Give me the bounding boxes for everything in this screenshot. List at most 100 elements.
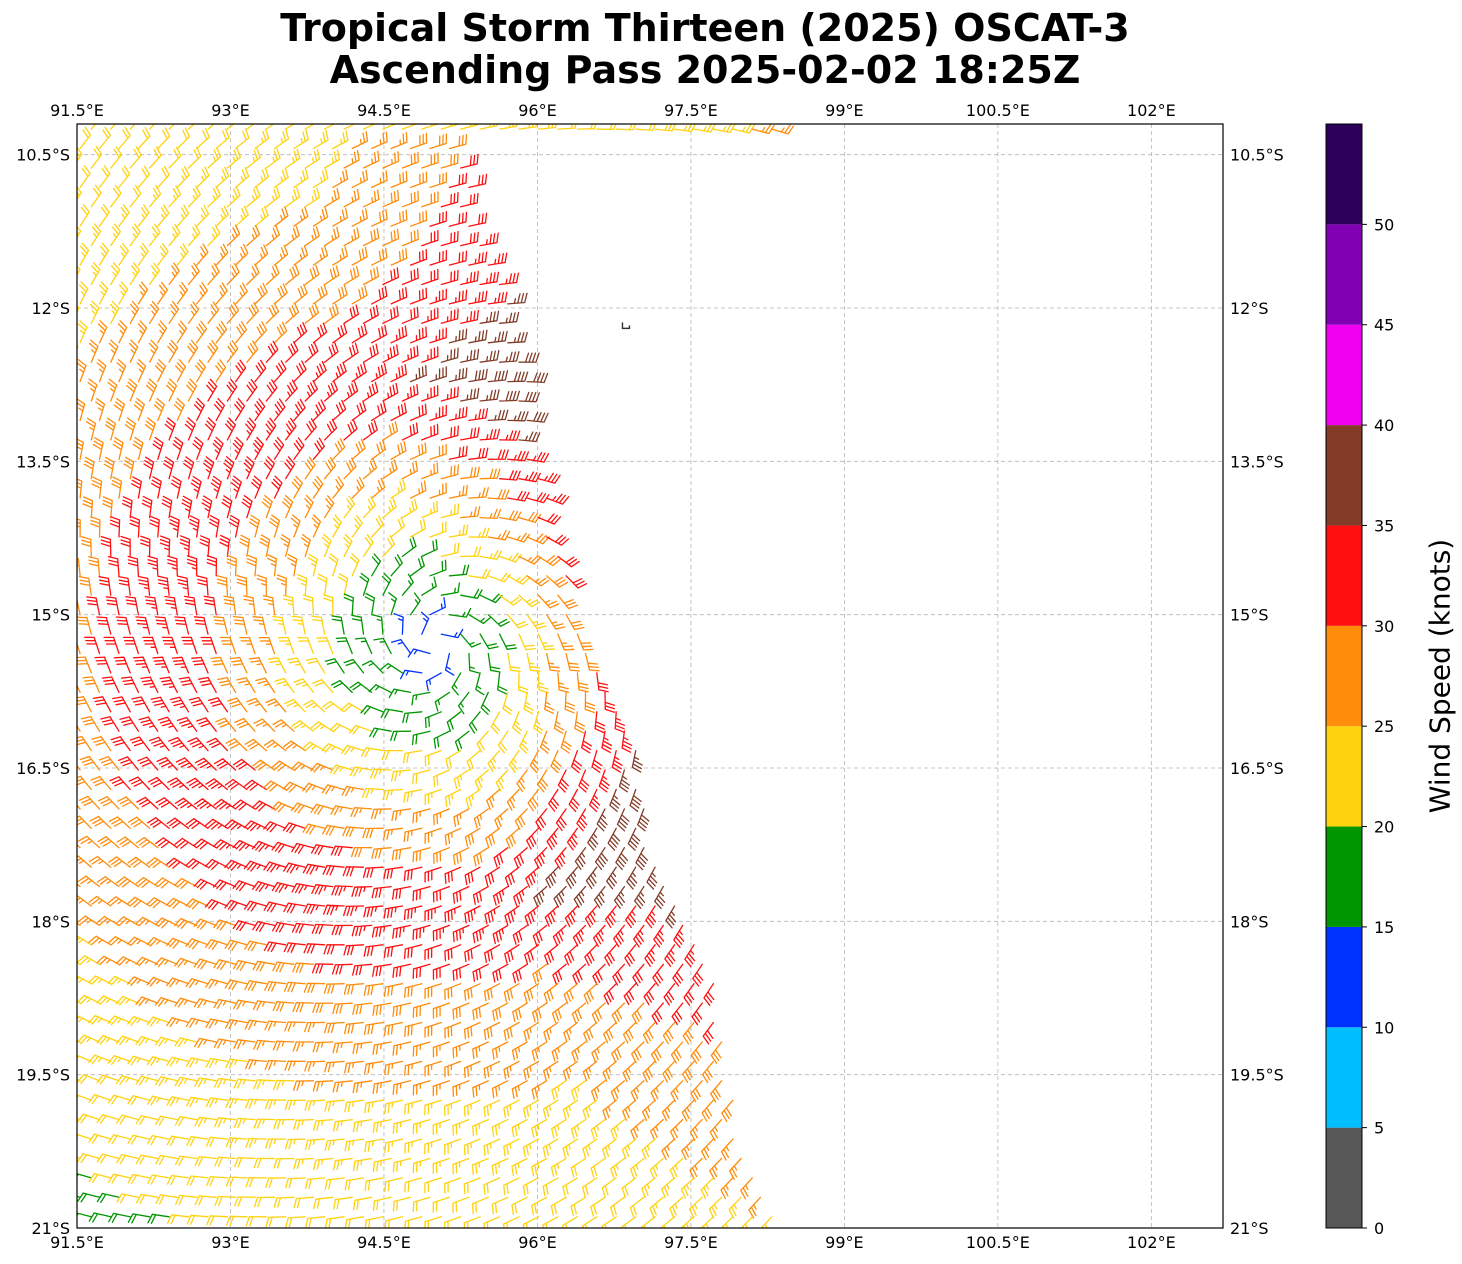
wind-barb [285,1177,306,1189]
wind-barb [404,983,423,999]
wind-barb [226,186,241,208]
wind-barb [51,896,72,906]
wind-barb [328,553,339,577]
wind-barb [371,247,388,266]
wind-barb [663,983,676,1006]
wind-barb [77,1094,92,1101]
wind-barb [571,1041,587,1062]
wind-barb [79,242,90,266]
wind-barb [205,778,229,791]
wind-barb [689,1118,703,1141]
wind-barb [79,755,101,771]
wind-barb [293,283,308,305]
wind-barb [709,1157,723,1180]
wind-barb [557,769,569,793]
wind-barb [273,1079,295,1091]
wind-barb [214,1156,237,1167]
wind-barb [383,866,404,880]
wind-barb [460,348,480,363]
wind-barb [234,166,250,189]
colorbar-tick-label: 30 [1374,617,1394,636]
wind-barb [332,323,348,344]
wind-barb [88,1054,112,1065]
wind-barb [194,1037,217,1048]
wind-barb [312,678,334,694]
wind-barb [232,799,256,811]
wind-barb [263,941,287,953]
wind-barb [333,1196,353,1210]
wind-barb [304,303,320,324]
wind-barb [170,475,182,499]
wind-barb [115,616,131,635]
wind-barb [77,186,82,201]
wind-barb [127,555,140,577]
wind-barb [604,944,617,967]
wind-barb [598,769,610,793]
wind-barb [546,493,570,505]
wind-barb [383,1021,404,1037]
colorbar-bin [1326,124,1362,225]
wind-barb [276,574,287,596]
wind-barb [77,265,81,277]
wind-barb [513,885,528,907]
wind-barb [537,124,557,130]
wind-barb [207,124,215,130]
wind-barb [434,691,451,712]
wind-barb [90,124,97,130]
wind-barb [487,530,511,541]
wind-barb [689,1157,703,1180]
wind-barb [351,614,365,635]
wind-barb [273,283,288,305]
lat-tick-label-right: 15°S [1230,606,1269,625]
wind-barb [132,436,144,460]
wind-barb [550,749,562,774]
wind-barb [216,575,229,596]
wind-barb [149,736,170,752]
wind-barb [271,881,295,893]
wind-barb [551,1118,567,1139]
lat-tick-label-right: 19.5°S [1230,1066,1284,1085]
wind-barb [96,995,120,1006]
wind-barb [193,958,217,970]
wind-barb [523,691,534,715]
lat-tick-label-left: 13.5°S [16,452,70,471]
wind-barb [615,124,637,131]
wind-barb [332,246,348,266]
wind-barb [155,1154,178,1166]
wind-barb [107,1173,131,1184]
wind-barb [252,436,264,460]
wind-barb [234,244,249,266]
wind-barb [226,1215,248,1226]
wind-barb [503,1099,520,1119]
wind-barb [284,1138,306,1150]
wind-barb [343,533,353,558]
wind-barb [96,1074,120,1085]
wind-barb [452,1041,470,1059]
wind-barb [654,124,676,132]
wind-barb [234,359,247,383]
wind-barb [234,205,249,227]
wind-barb [264,1059,287,1071]
wind-barb [120,676,140,694]
wind-barb [254,359,267,383]
wind-barb [185,1017,209,1028]
wind-barb [77,1133,92,1140]
wind-barb [232,880,256,892]
wind-barb [83,456,95,480]
wind-barb [155,1194,178,1205]
wind-barb [146,1056,170,1067]
wind-barb [475,672,485,696]
wind-barb [196,320,208,344]
wind-barb [174,1116,198,1127]
wind-barb [401,536,417,558]
wind-barb [371,515,384,538]
wind-barb [174,837,198,849]
wind-barb [614,711,626,733]
wind-barb [523,983,540,1003]
wind-barb [323,226,340,247]
wind-barb [244,980,267,992]
wind-barb [390,364,408,383]
wind-barb [468,447,489,460]
wind-barb [282,740,306,752]
lon-tick-label-top: 102°E [1127,101,1176,120]
